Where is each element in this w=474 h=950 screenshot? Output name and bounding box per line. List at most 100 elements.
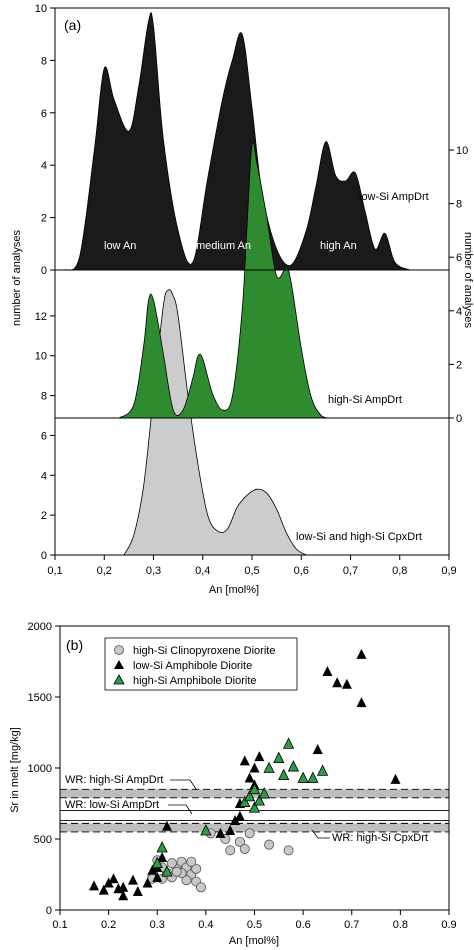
right-y-tick-label: 10 <box>456 145 468 157</box>
right-y-tick-label: 8 <box>456 199 462 211</box>
y-tick-label: 4 <box>41 470 47 482</box>
point-high-si-amphibole-diorite <box>253 794 266 806</box>
y-tick-label: 10 <box>35 351 47 363</box>
x-tick-label: 0,7 <box>343 565 358 577</box>
point-low-si-amphibole-diorite <box>103 877 114 888</box>
y-tick-label: 500 <box>34 834 52 846</box>
legend-marker-high-si <box>113 674 125 685</box>
distribution-areas <box>63 12 410 556</box>
point-low-si-amphibole-diorite <box>142 877 153 888</box>
x-tick-label: 0.5 <box>247 919 262 931</box>
y-tick-label: 12 <box>35 311 47 323</box>
legend-label-high-si: high-Si Amphibole Diorite <box>133 675 257 687</box>
y-tick-label: 2000 <box>28 621 52 633</box>
x-tick-label: 0,8 <box>392 565 407 577</box>
panel-b-ylabel: Sr in melt [mg/kg] <box>9 727 21 813</box>
point-high-si-clinopyroxene-diorite <box>186 856 197 867</box>
right-y-tick-label: 2 <box>456 359 462 371</box>
x-tick-label: 0.9 <box>441 919 456 931</box>
panel-a-label: (a) <box>64 17 81 33</box>
x-tick-label: 0.4 <box>198 919 213 931</box>
point-high-si-amphibole-diorite <box>248 801 261 813</box>
point-high-si-clinopyroxene-diorite <box>283 845 294 856</box>
x-tick-label: 0,3 <box>146 565 161 577</box>
panel-a-ticks: 0,1 0,2 0,3 0,4 0,5 0,6 0,7 0,8 0,9 0 2 4 6 8 10 0 2 4 6 8 1… <box>35 3 469 577</box>
point-high-si-amphibole-diorite <box>239 795 251 807</box>
panel-b-label: (b) <box>66 637 83 653</box>
panel-a-xlabel: An [mol%] <box>209 584 259 596</box>
peak-label-medium-an: medium An <box>196 240 251 252</box>
x-tick-label: 0.7 <box>344 919 359 931</box>
legend-box <box>104 637 298 691</box>
panel-b-xlabel: An [mol%] <box>229 935 279 947</box>
x-tick-label: 0.1 <box>52 919 67 931</box>
ref-leader-high-si-ampdrt <box>170 779 197 790</box>
ref-label-high-si-ampdrt: WR: high-Si AmpDrt <box>65 774 163 786</box>
point-low-si-amphibole-diorite <box>341 678 352 689</box>
point-low-si-amphibole-diorite <box>89 880 100 891</box>
point-high-si-amphibole-diorite <box>258 787 270 799</box>
y-tick-label: 0 <box>41 550 47 562</box>
point-high-si-amphibole-diorite <box>287 760 300 772</box>
point-high-si-clinopyroxene-diorite <box>191 863 202 874</box>
scatter-points <box>89 648 401 901</box>
x-tick-label: 0.3 <box>150 919 165 931</box>
point-high-si-clinopyroxene-diorite <box>181 875 192 886</box>
point-low-si-amphibole-diorite <box>127 874 138 885</box>
y-tick-label: 6 <box>41 430 47 442</box>
subplot-label-low-si-ampdrt: low-Si AmpDrt <box>359 191 429 203</box>
point-low-si-amphibole-diorite <box>249 762 260 773</box>
point-low-si-amphibole-diorite <box>234 810 245 821</box>
y-tick-label: 2 <box>41 213 47 225</box>
point-high-si-clinopyroxene-diorite <box>264 839 275 850</box>
point-high-si-amphibole-diorite <box>282 737 295 749</box>
point-high-si-amphibole-diorite <box>200 824 212 836</box>
point-low-si-amphibole-diorite <box>225 824 236 835</box>
right-y-tick-label: 6 <box>456 252 462 264</box>
point-high-si-clinopyroxene-diorite <box>171 866 182 877</box>
x-tick-label: 0,6 <box>294 565 309 577</box>
panel-a-left-ylabel: number of analyses <box>11 230 23 326</box>
ref-wr-low-si-ampdrt-band <box>60 810 449 821</box>
x-tick-label: 0,2 <box>97 565 112 577</box>
y-tick-label: 6 <box>41 108 47 120</box>
point-low-si-amphibole-diorite <box>244 772 255 783</box>
point-low-si-amphibole-diorite <box>118 881 129 892</box>
point-low-si-amphibole-diorite <box>239 755 250 766</box>
point-high-si-amphibole-diorite <box>316 764 329 776</box>
y-tick-label: 1500 <box>28 692 52 704</box>
x-tick-label: 0,4 <box>195 565 210 577</box>
point-low-si-amphibole-diorite <box>147 864 158 875</box>
ref-label-high-si-cpxdrt: WR: high-Si CpxDrt <box>332 832 428 844</box>
point-low-si-amphibole-diorite <box>322 665 333 676</box>
peak-label-high-an: high An <box>320 240 357 252</box>
point-low-si-amphibole-diorite <box>254 751 265 762</box>
legend-marker-cpx <box>114 645 124 655</box>
y-tick-label: 8 <box>41 391 47 403</box>
point-low-si-amphibole-diorite <box>118 890 129 901</box>
ref-label-low-si-ampdrt: WR: low-Si AmpDrt <box>65 799 159 811</box>
point-low-si-amphibole-diorite <box>157 851 168 862</box>
point-low-si-amphibole-diorite <box>332 677 343 688</box>
point-high-si-amphibole-diorite <box>273 751 285 763</box>
x-tick-label: 0.6 <box>295 919 310 931</box>
panel-b: 0.1 0.2 0.3 0.4 0.5 0.6 0.7 0.8 0.9 0 500 1000 1500 2… <box>9 621 457 947</box>
x-tick-label: 0.2 <box>101 919 116 931</box>
subplot-label-high-si-ampdrt: high-Si AmpDrt <box>328 394 402 406</box>
y-tick-label: 0 <box>46 905 52 917</box>
x-tick-label: 0,1 <box>47 565 62 577</box>
point-high-si-clinopyroxene-diorite <box>166 858 177 869</box>
panel-a: 0,1 0,2 0,3 0,4 0,5 0,6 0,7 0,8 0,9 0 2 4 6 8 10 0 2 4 6 8 1… <box>11 3 474 596</box>
y-tick-label: 10 <box>35 3 47 15</box>
area-high-si-ampdrt <box>117 141 331 419</box>
point-high-si-clinopyroxene-diorite <box>239 843 250 854</box>
subplot-label-cpxdrt: low-Si and high-Si CpxDrt <box>296 531 422 543</box>
point-high-si-amphibole-diorite <box>263 761 275 773</box>
point-low-si-amphibole-diorite <box>132 886 143 897</box>
point-high-si-clinopyroxene-diorite <box>225 845 236 856</box>
point-high-si-amphibole-diorite <box>151 856 163 869</box>
legend-label-cpx: high-Si Clinopyroxene Diorite <box>133 645 275 657</box>
y-tick-label: 8 <box>41 55 47 67</box>
legend: high-Si Clinopyroxene Diorite low-Si Amp… <box>113 645 275 687</box>
